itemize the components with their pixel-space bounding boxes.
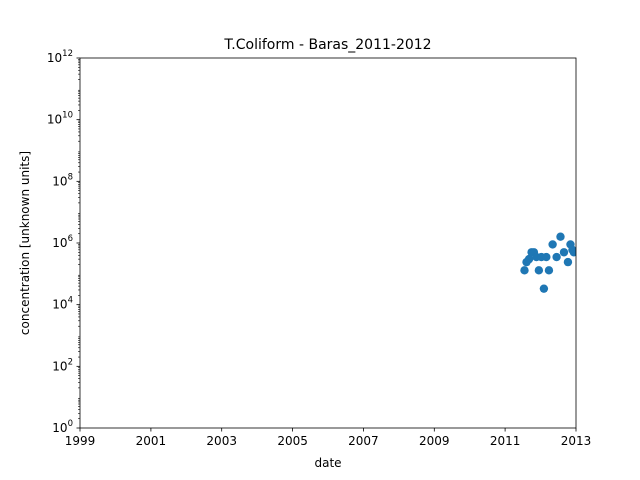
y-tick-label: 104 <box>52 296 73 312</box>
y-tick-exponent: 8 <box>68 172 73 182</box>
x-axis-label: date <box>314 456 341 470</box>
chart-title: T.Coliform - Baras_2011-2012 <box>223 37 431 53</box>
x-tick-label: 2009 <box>419 434 450 448</box>
data-point <box>552 252 561 262</box>
data-point <box>559 248 569 257</box>
data-point <box>569 248 576 257</box>
x-tick-label: 2013 <box>561 434 592 448</box>
data-point <box>534 266 544 275</box>
y-tick-label: 102 <box>52 357 73 373</box>
x-tick-label: 2007 <box>348 434 379 448</box>
data-point <box>563 257 573 267</box>
data-point <box>542 252 551 262</box>
x-tick-label: 2011 <box>490 434 521 448</box>
y-tick-exponent: 10 <box>62 111 73 121</box>
data-point <box>544 266 554 275</box>
y-tick-label: 108 <box>52 172 73 188</box>
y-tick-label: 1012 <box>47 49 73 65</box>
y-tick-base: 10 <box>47 51 62 65</box>
y-tick-exponent: 12 <box>62 49 73 59</box>
y-tick-exponent: 2 <box>68 357 73 367</box>
y-tick-base: 10 <box>52 421 67 435</box>
data-point <box>520 266 529 275</box>
x-axis-ticks: 1999 2001 2003 2005 2007 2009 2011 2013 <box>65 428 592 448</box>
x-tick-label: 1999 <box>65 434 96 448</box>
y-tick-exponent: 4 <box>68 296 73 306</box>
x-tick-label: 2005 <box>277 434 308 448</box>
y-tick-label: 100 <box>52 419 73 435</box>
y-tick-exponent: 0 <box>68 419 73 429</box>
x-tick-label: 2001 <box>136 434 167 448</box>
data-point <box>556 232 565 241</box>
y-tick-base: 10 <box>52 359 67 373</box>
x-tick-label: 2003 <box>206 434 237 448</box>
y-tick-base: 10 <box>52 236 67 250</box>
y-tick-label: 1010 <box>47 111 73 127</box>
data-point <box>524 254 534 264</box>
y-tick-exponent: 6 <box>68 234 73 244</box>
y-axis-label: concentration [unknown units] <box>18 151 32 335</box>
data-point <box>539 284 549 293</box>
data-point <box>548 240 557 249</box>
scatter-points <box>520 232 576 293</box>
y-tick-base: 10 <box>52 174 67 188</box>
y-tick-base: 10 <box>52 298 67 312</box>
y-tick-label: 106 <box>52 234 73 250</box>
y-tick-base: 10 <box>47 113 62 127</box>
plot-area <box>80 58 576 428</box>
